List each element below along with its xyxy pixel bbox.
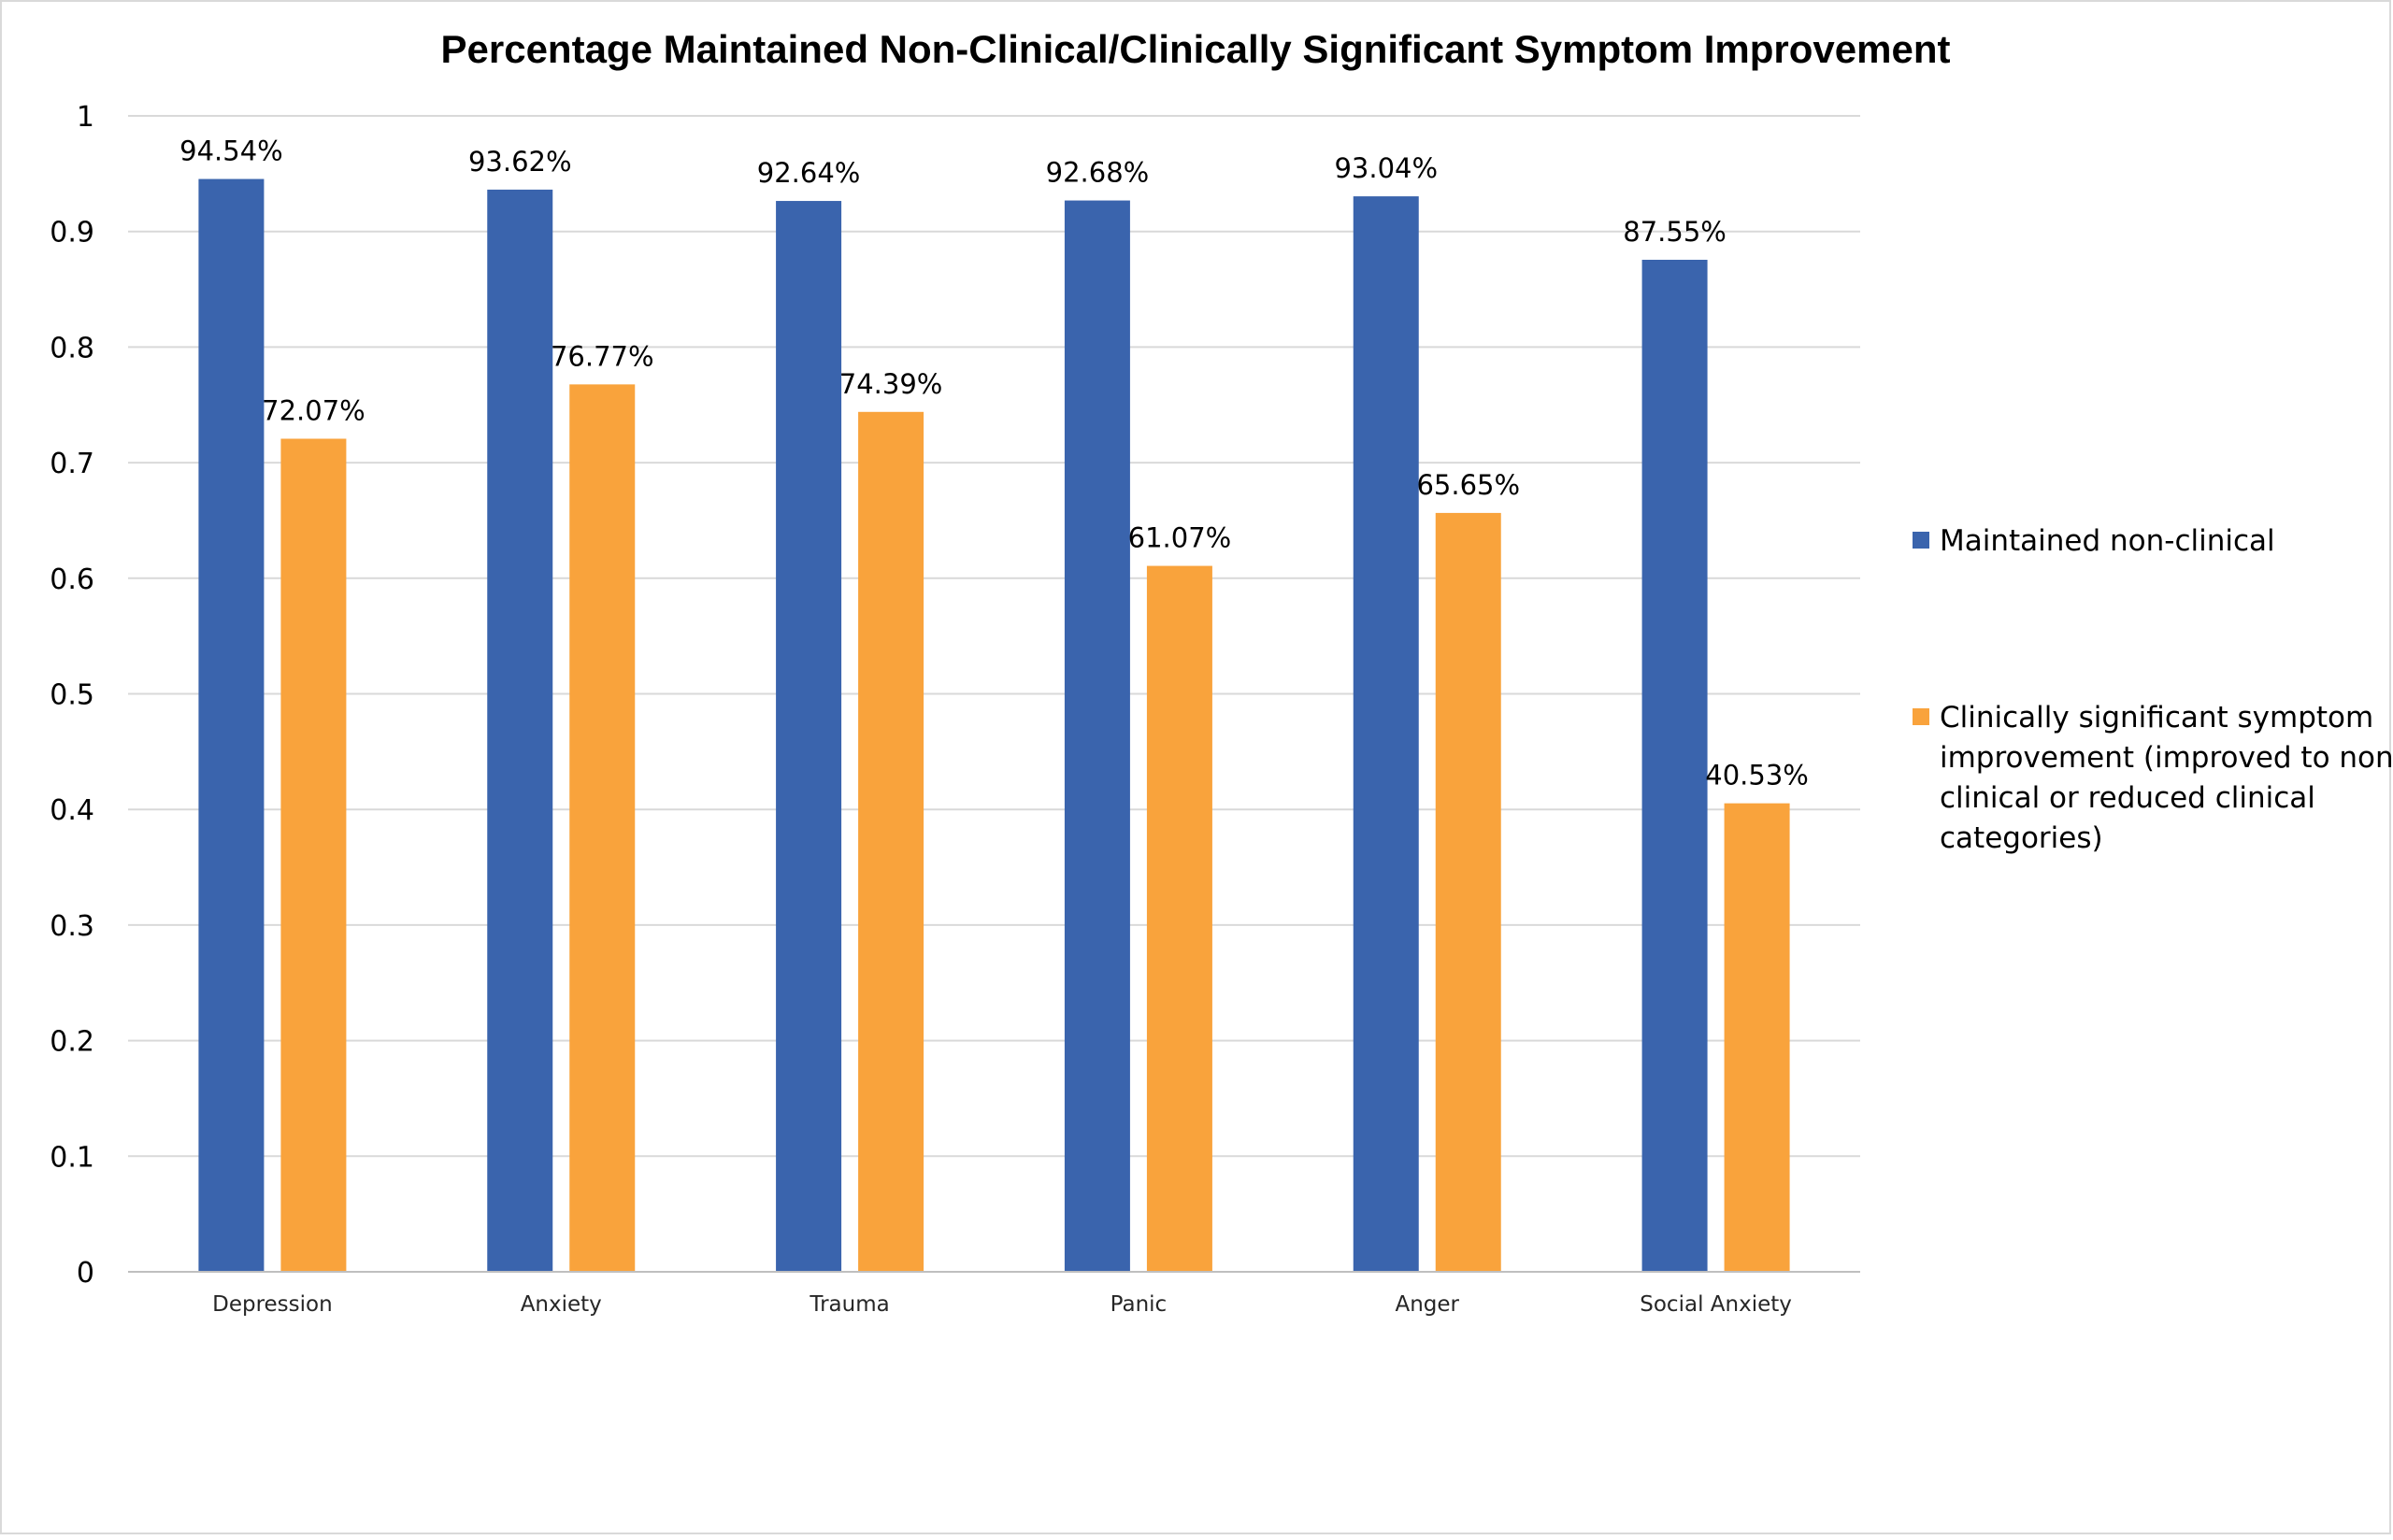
data-label: 76.77% (551, 340, 654, 372)
bar-improvement-panic (1146, 565, 1212, 1272)
y-tick-label: 0.6 (50, 563, 94, 596)
chart-title: Percentage Maintained Non-Clinical/Clini… (441, 27, 1951, 71)
bar-maintained-social-anxiety (1641, 260, 1708, 1273)
y-tick-label: 0 (77, 1257, 94, 1290)
x-tick-label: Anxiety (521, 1292, 602, 1317)
legend-swatch-improvement (1913, 708, 1929, 725)
data-label: 72.07% (262, 394, 365, 426)
data-label: 94.54% (179, 135, 283, 167)
legend-label-improvement-line: categories) (1940, 821, 2103, 855)
data-labels: 94.54% 72.07% 93.62% 76.77% 92.64% 74.39% 92.6… (179, 135, 1809, 791)
y-tick-label: 1 (77, 101, 94, 134)
legend-label-improvement-line: clinical or reduced clinical (1940, 781, 2315, 815)
x-tick-label: Anger (1395, 1292, 1459, 1317)
data-label: 65.65% (1416, 469, 1520, 501)
legend-label-improvement-line: improvement (improved to non- (1940, 741, 2393, 775)
bar-improvement-depression (280, 438, 347, 1272)
data-label: 92.68% (1046, 157, 1150, 189)
y-tick-label: 0.5 (50, 679, 94, 712)
x-tick-label: Depression (212, 1292, 333, 1317)
bar-maintained-anger (1353, 196, 1419, 1272)
data-label: 92.64% (757, 157, 861, 189)
y-tick-label: 0.1 (50, 1141, 94, 1174)
bar-improvement-social-anxiety (1724, 803, 1790, 1272)
bars (198, 178, 1790, 1273)
legend-label-maintained: Maintained non-clinical (1940, 524, 2275, 558)
y-tick-label: 0.3 (50, 910, 94, 943)
legend: Maintained non-clinical Clinically signif… (1913, 524, 2393, 855)
y-axis-ticks: 0 0.1 0.2 0.3 0.4 0.5 0.6 0.7 0.8 0.9 1 (50, 101, 94, 1290)
x-tick-label: Trauma (809, 1292, 889, 1317)
y-tick-label: 0.9 (50, 217, 94, 250)
bar-improvement-anxiety (569, 384, 636, 1272)
y-tick-label: 0.4 (50, 794, 94, 827)
data-label: 93.62% (468, 146, 572, 178)
legend-label-improvement-line: Clinically significant symptom (1940, 701, 2373, 734)
data-label: 93.04% (1334, 152, 1438, 184)
y-tick-label: 0.7 (50, 448, 94, 480)
data-label: 74.39% (839, 368, 943, 400)
y-tick-label: 0.2 (50, 1026, 94, 1059)
gridlines (128, 115, 1860, 1158)
x-axis-ticks: Depression Anxiety Trauma Panic Anger Social … (212, 1292, 1792, 1317)
legend-swatch-maintained (1913, 532, 1929, 549)
bar-improvement-anger (1435, 512, 1501, 1272)
bar-improvement-trauma (858, 411, 924, 1273)
x-tick-label: Social Anxiety (1640, 1292, 1792, 1317)
bar-maintained-anxiety (487, 189, 553, 1272)
data-label: 61.07% (1128, 522, 1232, 554)
x-tick-label: Panic (1111, 1292, 1168, 1317)
data-label: 87.55% (1623, 216, 1727, 248)
data-label: 40.53% (1705, 760, 1809, 791)
y-tick-label: 0.8 (50, 332, 94, 364)
bar-maintained-panic (1064, 200, 1130, 1273)
bar-maintained-depression (198, 178, 265, 1273)
bar-maintained-trauma (776, 201, 842, 1272)
